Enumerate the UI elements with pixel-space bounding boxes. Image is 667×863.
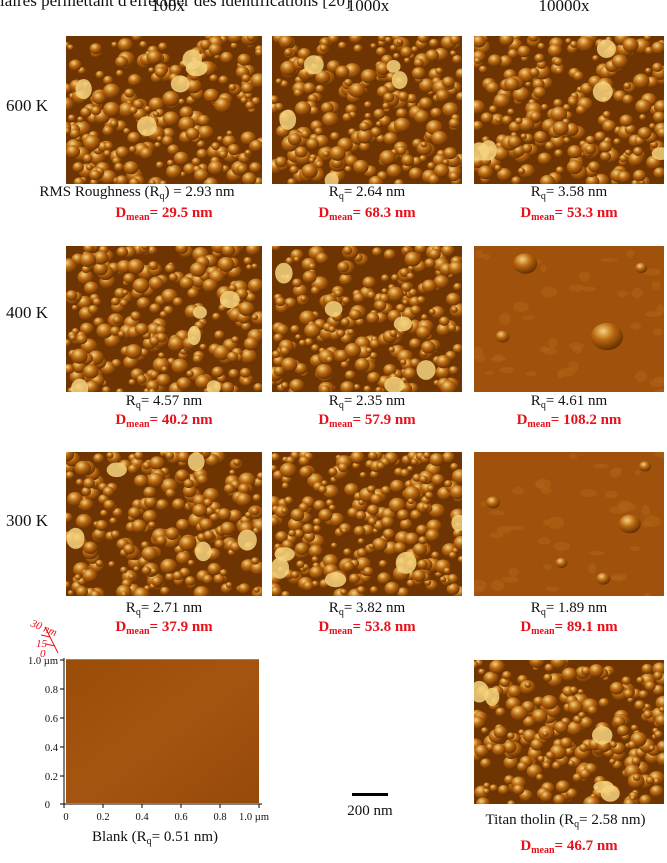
afm-image-400k-100x	[66, 246, 262, 392]
rq-300k-100x: Rq= 2.71 nm	[125, 600, 203, 618]
afm-texture	[272, 246, 462, 392]
y-tick-0: 0	[45, 800, 50, 811]
afm-texture	[66, 36, 262, 184]
afm-texture	[272, 452, 462, 596]
afm-image-600k-100x	[66, 36, 262, 184]
afm-image-600k-1000x	[272, 36, 462, 184]
x-tick-0: 0	[63, 812, 68, 823]
y-tick-1.0: 1.0 µm	[28, 656, 58, 667]
z-scale-line	[44, 626, 59, 654]
x-tick-0.4: 0.4	[135, 812, 149, 823]
blank-axes-svg: 30 nm 15 0 1.0 µm 0.8 0.6 0.4 0	[28, 617, 269, 823]
x-tick-0.6: 0.6	[174, 812, 187, 823]
y-tick-0.4: 0.4	[45, 743, 59, 754]
afm-texture	[474, 36, 664, 184]
rq-600k-10000x: Rq= 3.58 nm	[530, 184, 608, 202]
dmean-400k-10000x: Dmean= 108.2 nm	[516, 412, 622, 430]
column-header-100x: 100x	[151, 0, 185, 15]
dmean-300k-10000x: Dmean= 89.1 nm	[520, 619, 618, 637]
afm-image-600k-10000x	[474, 36, 664, 184]
afm-image-400k-10000x	[474, 246, 664, 392]
rq-600k-1000x: Rq= 2.64 nm	[328, 184, 406, 202]
tholin-caption: Titan tholin (Rq= 2.58 nm)	[485, 812, 646, 830]
blank-panel: 30 nm 15 0 1.0 µm 0.8 0.6 0.4 0	[0, 612, 272, 858]
dmean-300k-1000x: Dmean= 53.8 nm	[318, 619, 416, 637]
dmean-300k-100x: Dmean= 37.9 nm	[115, 619, 213, 637]
afm-image-300k-10000x	[474, 452, 664, 596]
dmean-600k-100x: Dmean= 29.5 nm	[115, 205, 213, 223]
dmean-600k-1000x: Dmean= 68.3 nm	[318, 205, 416, 223]
blank-caption: Blank (Rq= 0.51 nm)	[92, 829, 218, 847]
y-tick-0.6: 0.6	[45, 714, 58, 725]
x-tick-0.2: 0.2	[96, 812, 109, 823]
afm-image-300k-1000x	[272, 452, 462, 596]
scale-bar-label: 200 nm	[347, 803, 393, 819]
rq-400k-10000x: Rq= 4.61 nm	[530, 393, 608, 411]
tholin-dmean: Dmean= 46.7 nm	[520, 838, 618, 856]
x-tick-0.8: 0.8	[213, 812, 226, 823]
afm-texture	[66, 246, 262, 392]
cropped-body-text: laires permettant d'effectuer des identi…	[0, 0, 351, 10]
afm-texture	[474, 660, 664, 804]
rq-400k-1000x: Rq= 2.35 nm	[328, 393, 406, 411]
y-tick-0.8: 0.8	[45, 685, 58, 696]
column-header-1000x: 1000x	[346, 0, 390, 15]
dmean-400k-100x: Dmean= 40.2 nm	[115, 412, 213, 430]
rq-300k-10000x: Rq= 1.89 nm	[530, 600, 608, 618]
rq-400k-100x: Rq= 4.57 nm	[125, 393, 203, 411]
x-tick-1.0: 1.0 µm	[239, 812, 269, 823]
column-header-10000x: 10000x	[538, 0, 590, 15]
afm-texture	[272, 36, 462, 184]
afm-image-300k-100x	[66, 452, 262, 596]
dmean-400k-1000x: Dmean= 57.9 nm	[318, 412, 416, 430]
afm-texture	[474, 452, 664, 596]
row-label-600k: 600 K	[6, 96, 49, 115]
rq-600k-100x: RMS Roughness (Rq) = 2.93 nm	[39, 184, 235, 202]
row-label-300k: 300 K	[6, 511, 49, 530]
afm-image-400k-1000x	[272, 246, 462, 392]
z-tick-0: 0	[40, 648, 46, 660]
y-tick-0.2: 0.2	[45, 772, 58, 783]
dmean-600k-10000x: Dmean= 53.3 nm	[520, 205, 618, 223]
scale-bar	[352, 793, 388, 796]
z-tick-15: 15	[36, 638, 48, 650]
afm-texture	[474, 246, 664, 392]
blank-substrate-image	[66, 659, 259, 803]
rq-300k-1000x: Rq= 3.82 nm	[328, 600, 406, 618]
row-label-400k: 400 K	[6, 303, 49, 322]
afm-texture	[66, 452, 262, 596]
afm-image-titan-tholin	[474, 660, 664, 804]
